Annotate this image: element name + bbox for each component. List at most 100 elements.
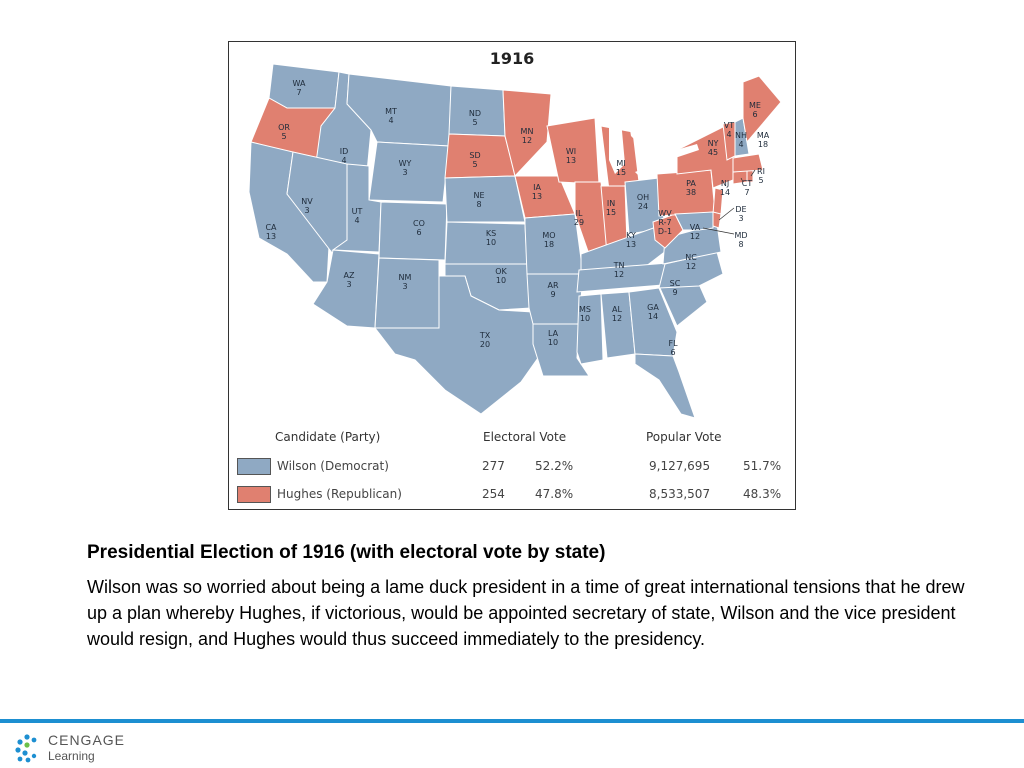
state-label-al: AL 12 [612,305,623,323]
legend-electoral-percent: 47.8% [535,487,574,501]
state-electoral-votes: 3 [346,280,351,289]
state-label-ar: AR 9 [547,281,558,299]
state-abbr: OR [278,123,290,132]
state-label-ok: OK 10 [495,267,507,285]
legend-popular-votes: 8,533,507 [649,487,711,501]
state-label-ct: CT 7 [742,179,753,197]
state-abbr: KS [486,229,496,238]
state-de [712,211,722,229]
state-label-nm: NM 3 [399,273,412,291]
state-me [742,75,782,144]
state-electoral-votes: 4 [738,140,743,149]
state-abbr: IA [533,183,541,192]
state-ma [732,153,764,173]
cengage-learning-logo[interactable]: CENGAGE Learning [14,731,154,765]
state-ky [580,225,676,273]
state-electoral-votes: 12 [612,314,622,323]
state-electoral-votes: 3 [402,282,407,291]
state-electoral-votes: 18 [758,140,768,149]
state-label-md: MD 8 [734,231,747,249]
state-label-oh: OH 24 [637,193,649,211]
state-ne [444,175,526,223]
caption-body: Wilson was so worried about being a lame… [87,577,965,649]
state-nm [374,257,440,329]
great-lake [569,103,621,118]
state-electoral-votes: 6 [670,348,675,357]
state-electoral-votes: 3 [304,206,309,215]
state-abbr: OK [495,267,507,276]
state-label-ia: IA 13 [532,183,542,201]
state-abbr: VT [724,121,734,130]
legend-candidate-name: Hughes (Republican) [277,487,402,501]
state-electoral-votes: 15 [606,208,616,217]
state-electoral-votes: 12 [522,136,532,145]
state-abbr: WA [293,79,306,88]
legend-popular-percent: 51.7% [743,459,782,473]
state-abbr: NE [473,191,484,200]
state-electoral-votes: 38 [686,188,696,197]
state-electoral-votes: 8 [476,200,481,209]
state-label-mi: MI 15 [616,159,626,177]
state-electoral-votes: 13 [626,240,636,249]
state-electoral-votes: 9 [550,290,555,299]
leader-line-md [702,227,735,235]
state-abbr: CT [742,179,753,188]
state-abbr: PA [686,179,696,188]
state-label-va: VA 12 [690,223,701,241]
state-label-az: AZ 3 [344,271,355,289]
state-electoral-votes: 4 [726,130,731,139]
state-label-nv: NV 3 [301,197,313,215]
state-abbr: MT [385,107,397,116]
state-electoral-votes: 8 [738,240,743,249]
state-label-ks: KS 10 [486,229,496,247]
state-abbr: MD [734,231,747,240]
state-label-ny: NY 45 [708,139,719,157]
state-electoral-votes: 4 [341,156,346,165]
state-electoral-votes: 45 [708,148,718,157]
state-electoral-votes: 5 [281,132,286,141]
state-abbr: TX [479,331,491,340]
state-electoral-votes: 10 [548,338,558,347]
state-abbr: MO [542,231,555,240]
state-abbr: LA [548,329,559,338]
state-electoral-votes: 14 [648,312,658,321]
state-label-ga: GA 14 [647,303,659,321]
state-abbr: GA [647,303,659,312]
state-label-ky: KY 13 [626,231,636,249]
legend-popular-votes: 9,127,695 [649,459,711,473]
logo-wordmark: CENGAGE [48,732,126,748]
state-label-tx: TX 20 [479,331,491,349]
state-label-nj: NJ 14 [720,179,730,197]
state-abbr: IL [576,209,583,218]
footer-divider [0,719,1024,723]
state-label-ne: NE 8 [473,191,484,209]
state-electoral-votes: 5 [758,176,763,185]
state-abbr: TN [613,261,625,270]
state-abbr: KY [626,231,636,240]
legend-candidate-header: Candidate (Party) [275,430,381,444]
state-abbr: NM [399,273,412,282]
state-electoral-votes: 3 [402,168,407,177]
leader-line-ct [740,177,744,183]
state-label-ri: RI 5 [757,167,765,185]
state-electoral-votes: R-7 [658,218,671,227]
state-abbr: ND [469,109,481,118]
state-abbr: DE [735,205,746,214]
state-abbr: AZ [344,271,355,280]
state-abbr: NY [708,139,719,148]
state-ms [576,293,604,365]
legend-popular-percent: 48.3% [743,487,782,501]
state-electoral-votes: 4 [388,116,393,125]
logo-subtitle: Learning [48,749,95,763]
state-electoral-votes: 10 [486,238,496,247]
state-label-mo: MO 18 [542,231,555,249]
state-label-co: CO 6 [413,219,425,237]
state-label-me: ME 6 [749,101,761,119]
state-abbr: UT [352,207,363,216]
state-electoral-votes: 5 [472,118,477,127]
state-electoral-votes: 6 [416,228,421,237]
state-label-in: IN 15 [606,199,616,217]
map-figure: WA 7 OR 5 CA 13 ID 4 NV 3 MT 4 WY 3 UT 4 CO 6 AZ 3 NM 3 ND 5 SD 5… [228,41,796,510]
state-co [378,201,448,261]
state-label-ma: MA 18 [757,131,770,149]
